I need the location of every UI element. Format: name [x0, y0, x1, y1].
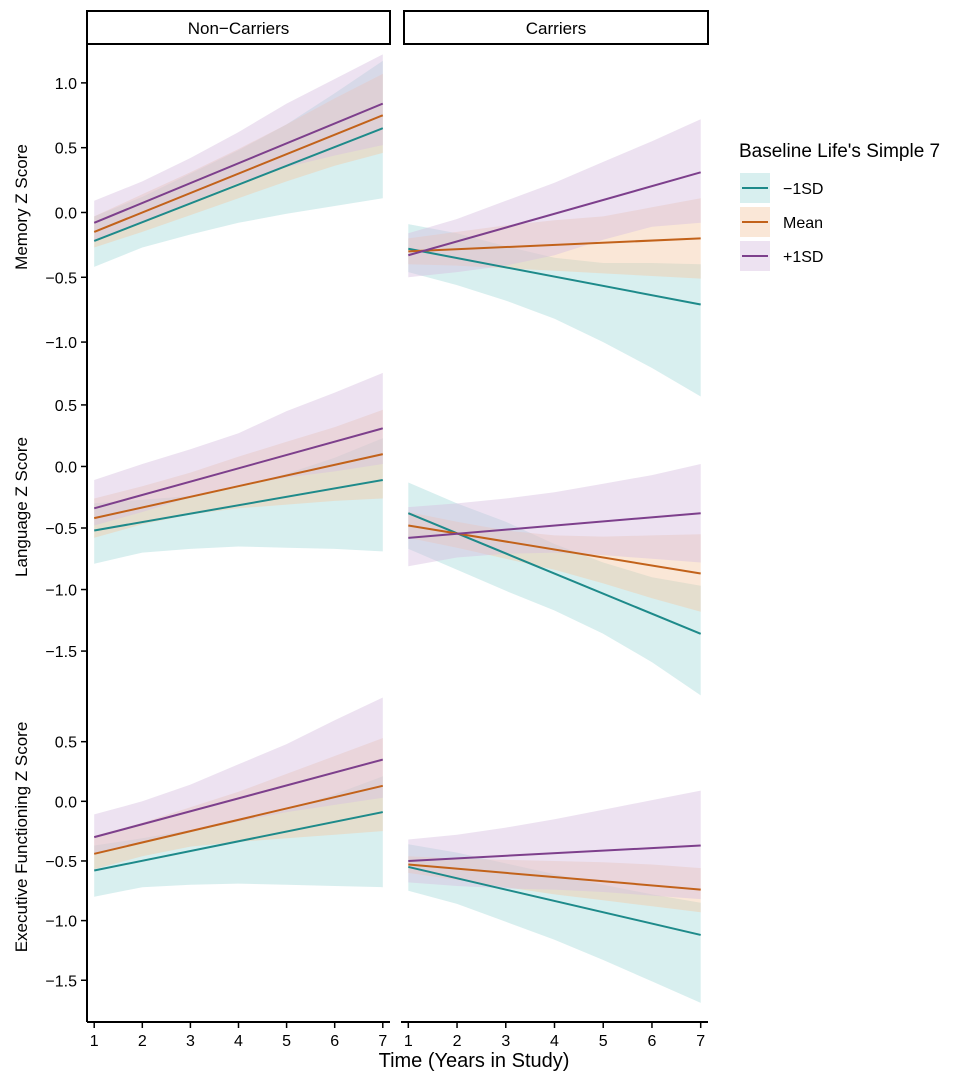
ci-band-plus-1sd-memory-z-score-nonminus-carriers: [94, 54, 383, 243]
series-line-mean-executive-functioning-z-score-nonminus-carriers: [93, 784, 384, 855]
legend-item-plus-1sd: +1SD: [740, 241, 823, 271]
y-tick-label-language-z-score-3: −1.0: [45, 583, 77, 600]
series-line-minus-1sd-memory-z-score-nonminus-carriers: [93, 127, 384, 242]
x-tick-label-carriers-3: 3: [501, 1033, 510, 1050]
y-tick-label-memory-z-score-1: 0.5: [55, 141, 77, 158]
ci-band-plus-1sd-executive-functioning-z-score-nonminus-carriers: [94, 697, 383, 855]
series-line-minus-1sd-executive-functioning-z-score-carriers: [408, 865, 701, 936]
y-tick-label-language-z-score-2: −0.5: [45, 521, 77, 538]
y-tick-label-executive-functioning-z-score-3: −1.0: [45, 914, 77, 931]
x-tick-label-nonminus-carriers-5: 5: [282, 1033, 291, 1050]
x-tick-label-nonminus-carriers-7: 7: [378, 1033, 387, 1050]
y-tick-label-memory-z-score-2: 0.0: [55, 205, 77, 222]
legend-label-mean: Mean: [783, 215, 823, 232]
x-tick-label-nonminus-carriers-2: 2: [138, 1033, 147, 1050]
ylabel-executive-functioning: Executive Functioning Z Score: [12, 722, 31, 953]
y-tick-label-language-z-score-1: 0.0: [55, 459, 77, 476]
ci-band-mean-memory-z-score-carriers: [408, 198, 701, 279]
legend-title: Baseline Life's Simple 7: [739, 141, 940, 162]
facet-label-non-carriers: Non−Carriers: [188, 19, 290, 38]
x-tick-label-nonminus-carriers-1: 1: [90, 1033, 99, 1050]
series-line-mean-memory-z-score-carriers: [408, 237, 701, 253]
ci-band-plus-1sd-executive-functioning-z-score-carriers: [408, 790, 701, 900]
plot-panels: 1.0 0.5 0.0 −0.5 −1.0 0.5 0.0 −0.5 −1.0 −1.5 0.5 0.…: [45, 44, 708, 1050]
y-tick-label-language-z-score-4: −1.5: [45, 644, 77, 661]
series-line-plus-1sd-memory-z-score-carriers: [408, 171, 701, 257]
series-line-plus-1sd-language-z-score-carriers: [408, 512, 701, 539]
legend-label-plus-1sd: +1SD: [783, 249, 823, 266]
ci-band-minus-1sd-memory-z-score-carriers: [408, 224, 701, 397]
series-line-plus-1sd-executive-functioning-z-score-carriers: [408, 844, 701, 862]
x-tick-label-nonminus-carriers-6: 6: [330, 1033, 339, 1050]
xlabel: Time (Years in Study): [379, 1050, 570, 1072]
legend-item-minus-1sd: −1SD: [740, 173, 823, 203]
y-tick-label-executive-functioning-z-score-4: −1.5: [45, 973, 77, 990]
x-tick-label-nonminus-carriers-4: 4: [234, 1033, 243, 1050]
x-tick-label-nonminus-carriers-3: 3: [186, 1033, 195, 1050]
y-tick-label-executive-functioning-z-score-0: 0.5: [55, 735, 77, 752]
legend-item-mean: Mean: [740, 207, 823, 237]
series-line-minus-1sd-executive-functioning-z-score-nonminus-carriers: [94, 811, 383, 872]
legend-label-minus-1sd: −1SD: [783, 181, 823, 198]
series-line-plus-1sd-executive-functioning-z-score-nonminus-carriers: [93, 758, 384, 839]
y-tick-label-language-z-score-0: 0.5: [55, 398, 77, 415]
x-tick-label-carriers-6: 6: [648, 1033, 657, 1050]
ylabel-language: Language Z Score: [12, 437, 31, 577]
series-line-mean-memory-z-score-nonminus-carriers: [93, 114, 384, 233]
ylabel-memory: Memory Z Score: [12, 144, 31, 270]
y-tick-label-memory-z-score-0: 1.0: [55, 76, 77, 93]
series-line-minus-1sd-memory-z-score-carriers: [408, 247, 701, 306]
y-tick-label-executive-functioning-z-score-2: −0.5: [45, 854, 77, 871]
ci-band-mean-memory-z-score-nonminus-carriers: [94, 73, 383, 248]
series-line-plus-1sd-language-z-score-nonminus-carriers: [93, 427, 384, 510]
ci-band-plus-1sd-memory-z-score-carriers: [408, 119, 701, 278]
x-tick-label-carriers-7: 7: [696, 1033, 705, 1050]
ci-band-minus-1sd-language-z-score-carriers: [408, 482, 701, 696]
x-tick-label-carriers-4: 4: [550, 1033, 559, 1050]
facet-strip-non-carriers: Non−Carriers: [86, 10, 391, 45]
x-tick-label-carriers-1: 1: [404, 1033, 413, 1050]
ci-band-mean-language-z-score-nonminus-carriers: [94, 409, 383, 538]
facet-label-carriers: Carriers: [526, 19, 586, 38]
y-tick-label-executive-functioning-z-score-1: 0.0: [55, 794, 77, 811]
legend: Baseline Life's Simple 7 −1SD Mean +1SD: [739, 141, 940, 271]
y-tick-label-memory-z-score-4: −1.0: [45, 335, 77, 352]
y-tick-label-memory-z-score-3: −0.5: [45, 270, 77, 287]
facet-strip-carriers: Carriers: [403, 10, 709, 45]
series-line-plus-1sd-memory-z-score-nonminus-carriers: [93, 102, 384, 224]
ci-band-plus-1sd-language-z-score-carriers: [408, 464, 701, 567]
x-tick-label-carriers-5: 5: [599, 1033, 608, 1050]
x-tick-label-carriers-2: 2: [453, 1033, 462, 1050]
ci-band-minus-1sd-executive-functioning-z-score-nonminus-carriers: [94, 776, 383, 897]
series-line-mean-executive-functioning-z-score-carriers: [408, 863, 701, 891]
series-line-minus-1sd-language-z-score-nonminus-carriers: [94, 479, 383, 532]
series-line-mean-language-z-score-nonminus-carriers: [93, 453, 384, 520]
